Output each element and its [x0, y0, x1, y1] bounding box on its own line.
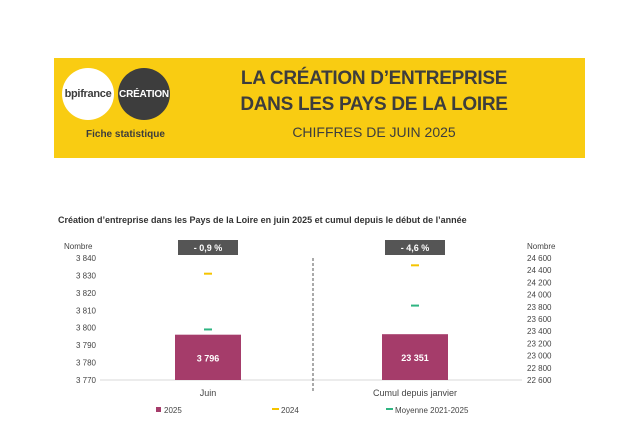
header-banner: bpifrance CRÉATION Fiche statistique LA …: [54, 58, 585, 158]
page-title-line2: DANS LES PAYS DE LA LOIRE: [240, 94, 508, 115]
y-tick-label: 3 820: [76, 289, 97, 298]
page-title-line1: LA CRÉATION D’ENTREPRISE: [240, 68, 508, 89]
bar-2025: [175, 334, 241, 380]
y-tick-label: 3 840: [76, 254, 97, 263]
legend-label-average: Moyenne 2021-2025: [395, 406, 469, 415]
bar-value-label: 3 796: [197, 353, 220, 363]
y-axis-unit-label: Nombre: [527, 242, 556, 251]
fiche-label: Fiche statistique: [86, 129, 165, 140]
page-subtitle: CHIFFRES DE JUIN 2025: [292, 124, 456, 140]
y2-tick-label: 23 600: [527, 315, 552, 324]
y-tick-label: 3 810: [76, 306, 97, 315]
y2-tick-label: 22 600: [527, 376, 552, 385]
y-tick-label: 3 830: [76, 271, 97, 280]
legend-swatch-2025: [156, 407, 161, 412]
x-category-label: Juin: [200, 388, 217, 398]
x-category-label: Cumul depuis janvier: [373, 388, 457, 398]
variation-badge-label: - 4,6 %: [401, 243, 430, 253]
legend-label-2024: 2024: [281, 406, 299, 415]
bar-2025: [382, 334, 448, 380]
y2-tick-label: 24 600: [527, 254, 552, 263]
y2-tick-label: 23 800: [527, 303, 552, 312]
y-tick-label: 3 780: [76, 359, 97, 368]
y2-tick-label: 24 200: [527, 278, 552, 287]
creation-logo: CRÉATION: [118, 68, 170, 120]
y2-tick-label: 23 400: [527, 327, 552, 336]
chart-title: Création d’entreprise dans les Pays de l…: [58, 215, 467, 225]
y2-tick-label: 23 000: [527, 352, 552, 361]
y-tick-label: 3 800: [76, 324, 97, 333]
variation-badge: [385, 240, 445, 255]
y2-tick-label: 24 400: [527, 266, 552, 275]
y-tick-label: 3 770: [76, 376, 97, 385]
y-tick-label: 3 790: [76, 341, 97, 350]
variation-badge-label: - 0,9 %: [194, 243, 223, 253]
y2-tick-label: 24 000: [527, 291, 552, 300]
y2-tick-label: 23 200: [527, 339, 552, 348]
bpifrance-logo: bpifrance: [62, 68, 114, 120]
y-axis-unit-label: Nombre: [64, 242, 93, 251]
bar-value-label: 23 351: [401, 353, 429, 363]
legend-label-2025: 2025: [164, 406, 182, 415]
variation-badge: [178, 240, 238, 255]
y2-tick-label: 22 800: [527, 364, 552, 373]
